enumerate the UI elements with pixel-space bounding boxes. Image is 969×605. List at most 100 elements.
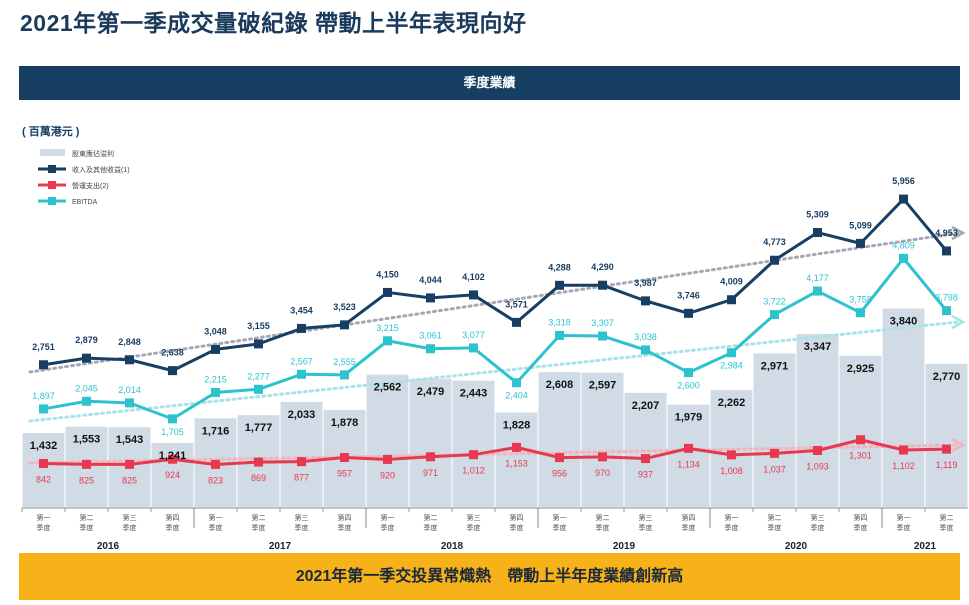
x-tick-label: 第一	[553, 513, 567, 522]
x-tick-label: 季度	[295, 523, 309, 532]
revenue-point	[426, 293, 435, 303]
bar-profit	[925, 363, 968, 507]
bar-data-label: 1,777	[245, 422, 273, 434]
legend-swatch-marker	[48, 197, 56, 205]
opex-point	[383, 454, 392, 464]
bar-data-label: 2,207	[632, 400, 660, 412]
opex-point	[211, 459, 220, 469]
revenue-point	[297, 323, 306, 333]
ebitda-data-label: 3,061	[419, 331, 442, 341]
x-tick-label: 季度	[338, 523, 352, 532]
legend-swatch-bar	[40, 149, 65, 156]
ebitda-data-label: 3,758	[849, 295, 872, 305]
revenue-point	[512, 317, 521, 327]
ebitda-data-label: 2,984	[720, 361, 743, 371]
ebitda-point	[383, 336, 392, 346]
bar-data-label: 2,562	[374, 382, 402, 394]
x-tick-label: 季度	[639, 523, 653, 532]
ebitda-point	[598, 331, 607, 341]
x-tick-label: 季度	[80, 523, 94, 532]
bar-data-label: 2,971	[761, 360, 789, 372]
ebitda-data-label: 2,567	[290, 356, 313, 366]
legend-swatch-marker	[48, 181, 56, 189]
revenue-point	[856, 238, 865, 248]
ebitda-point	[297, 369, 306, 379]
revenue-data-label: 4,150	[376, 269, 399, 279]
opex-data-label: 924	[165, 470, 180, 480]
revenue-data-label: 3,155	[247, 321, 270, 331]
revenue-data-label: 4,009	[720, 277, 743, 287]
ebitda-data-label: 2,014	[118, 385, 141, 395]
bar-profit	[366, 374, 409, 507]
bar-profit	[753, 353, 796, 507]
revenue-data-label: 2,638	[161, 348, 184, 358]
ebitda-data-label: 3,038	[634, 332, 657, 342]
section-header: 季度業績	[19, 66, 960, 100]
opex-point	[942, 444, 951, 454]
bar-data-label: 1,878	[331, 417, 359, 429]
opex-point	[426, 452, 435, 462]
bar-data-label: 2,925	[847, 363, 875, 375]
opex-point	[813, 445, 822, 455]
x-tick-label: 第二	[424, 513, 438, 522]
ebitda-data-label: 3,077	[462, 330, 485, 340]
x-tick-label: 季度	[553, 523, 567, 532]
revenue-data-label: 3,746	[677, 290, 700, 300]
revenue-point	[813, 228, 822, 238]
ebitda-data-label: 4,177	[806, 273, 829, 283]
x-tick-label: 第四	[854, 513, 868, 522]
revenue-data-label: 2,751	[32, 342, 55, 352]
opex-point	[39, 458, 48, 468]
ebitda-data-label: 2,215	[204, 374, 227, 384]
opex-data-label: 877	[294, 473, 309, 483]
ebitda-point	[82, 396, 91, 406]
ebitda-data-label: 4,809	[892, 240, 915, 250]
ebitda-point	[254, 384, 263, 394]
x-tick-label: 季度	[811, 523, 825, 532]
revenue-point	[598, 280, 607, 290]
year-label: 2020	[785, 541, 808, 552]
revenue-trend-arrow-icon	[951, 225, 966, 241]
opex-data-label: 825	[79, 475, 94, 485]
x-tick-label: 季度	[166, 523, 180, 532]
opex-data-label: 1,037	[763, 464, 786, 474]
revenue-point	[340, 320, 349, 330]
year-label: 2021	[914, 541, 937, 552]
opex-point	[340, 453, 349, 463]
ebitda-data-label: 3,722	[763, 297, 786, 307]
x-tick-label: 季度	[123, 523, 137, 532]
ebitda-data-label: 3,318	[548, 317, 571, 327]
revenue-point	[82, 353, 91, 363]
opex-data-label: 1,102	[892, 461, 915, 471]
page-title: 2021年第一季成交量破紀錄 帶動上半年表現向好	[20, 10, 527, 36]
x-tick-label: 第一	[209, 513, 223, 522]
legend-label: 營運支出(2)	[72, 181, 109, 190]
ebitda-data-label: 2,277	[247, 371, 270, 381]
opex-data-label: 970	[595, 468, 610, 478]
opex-data-label: 920	[380, 470, 395, 480]
bar-data-label: 1,432	[30, 440, 58, 452]
x-tick-label: 季度	[209, 523, 223, 532]
opex-point	[469, 450, 478, 460]
ebitda-point	[856, 308, 865, 318]
opex-point	[82, 459, 91, 469]
ebitda-point	[125, 398, 134, 408]
opex-data-label: 971	[423, 468, 438, 478]
opex-point	[254, 457, 263, 467]
revenue-data-label: 3,523	[333, 302, 356, 312]
opex-point	[125, 459, 134, 469]
bar-profit	[452, 380, 495, 507]
ebitda-data-label: 2,555	[333, 357, 356, 367]
x-tick-label: 季度	[510, 523, 524, 532]
revenue-point	[770, 255, 779, 265]
bar-data-label: 2,033	[288, 409, 316, 421]
revenue-data-label: 5,099	[849, 220, 872, 230]
ebitda-trend-arrow-icon	[951, 314, 966, 330]
bar-profit	[538, 372, 581, 507]
ebitda-line	[43, 256, 948, 421]
revenue-data-label: 4,773	[763, 237, 786, 247]
x-tick-label: 第一	[381, 513, 395, 522]
bar-data-label: 2,479	[417, 386, 445, 398]
x-tick-label: 第三	[295, 513, 309, 522]
